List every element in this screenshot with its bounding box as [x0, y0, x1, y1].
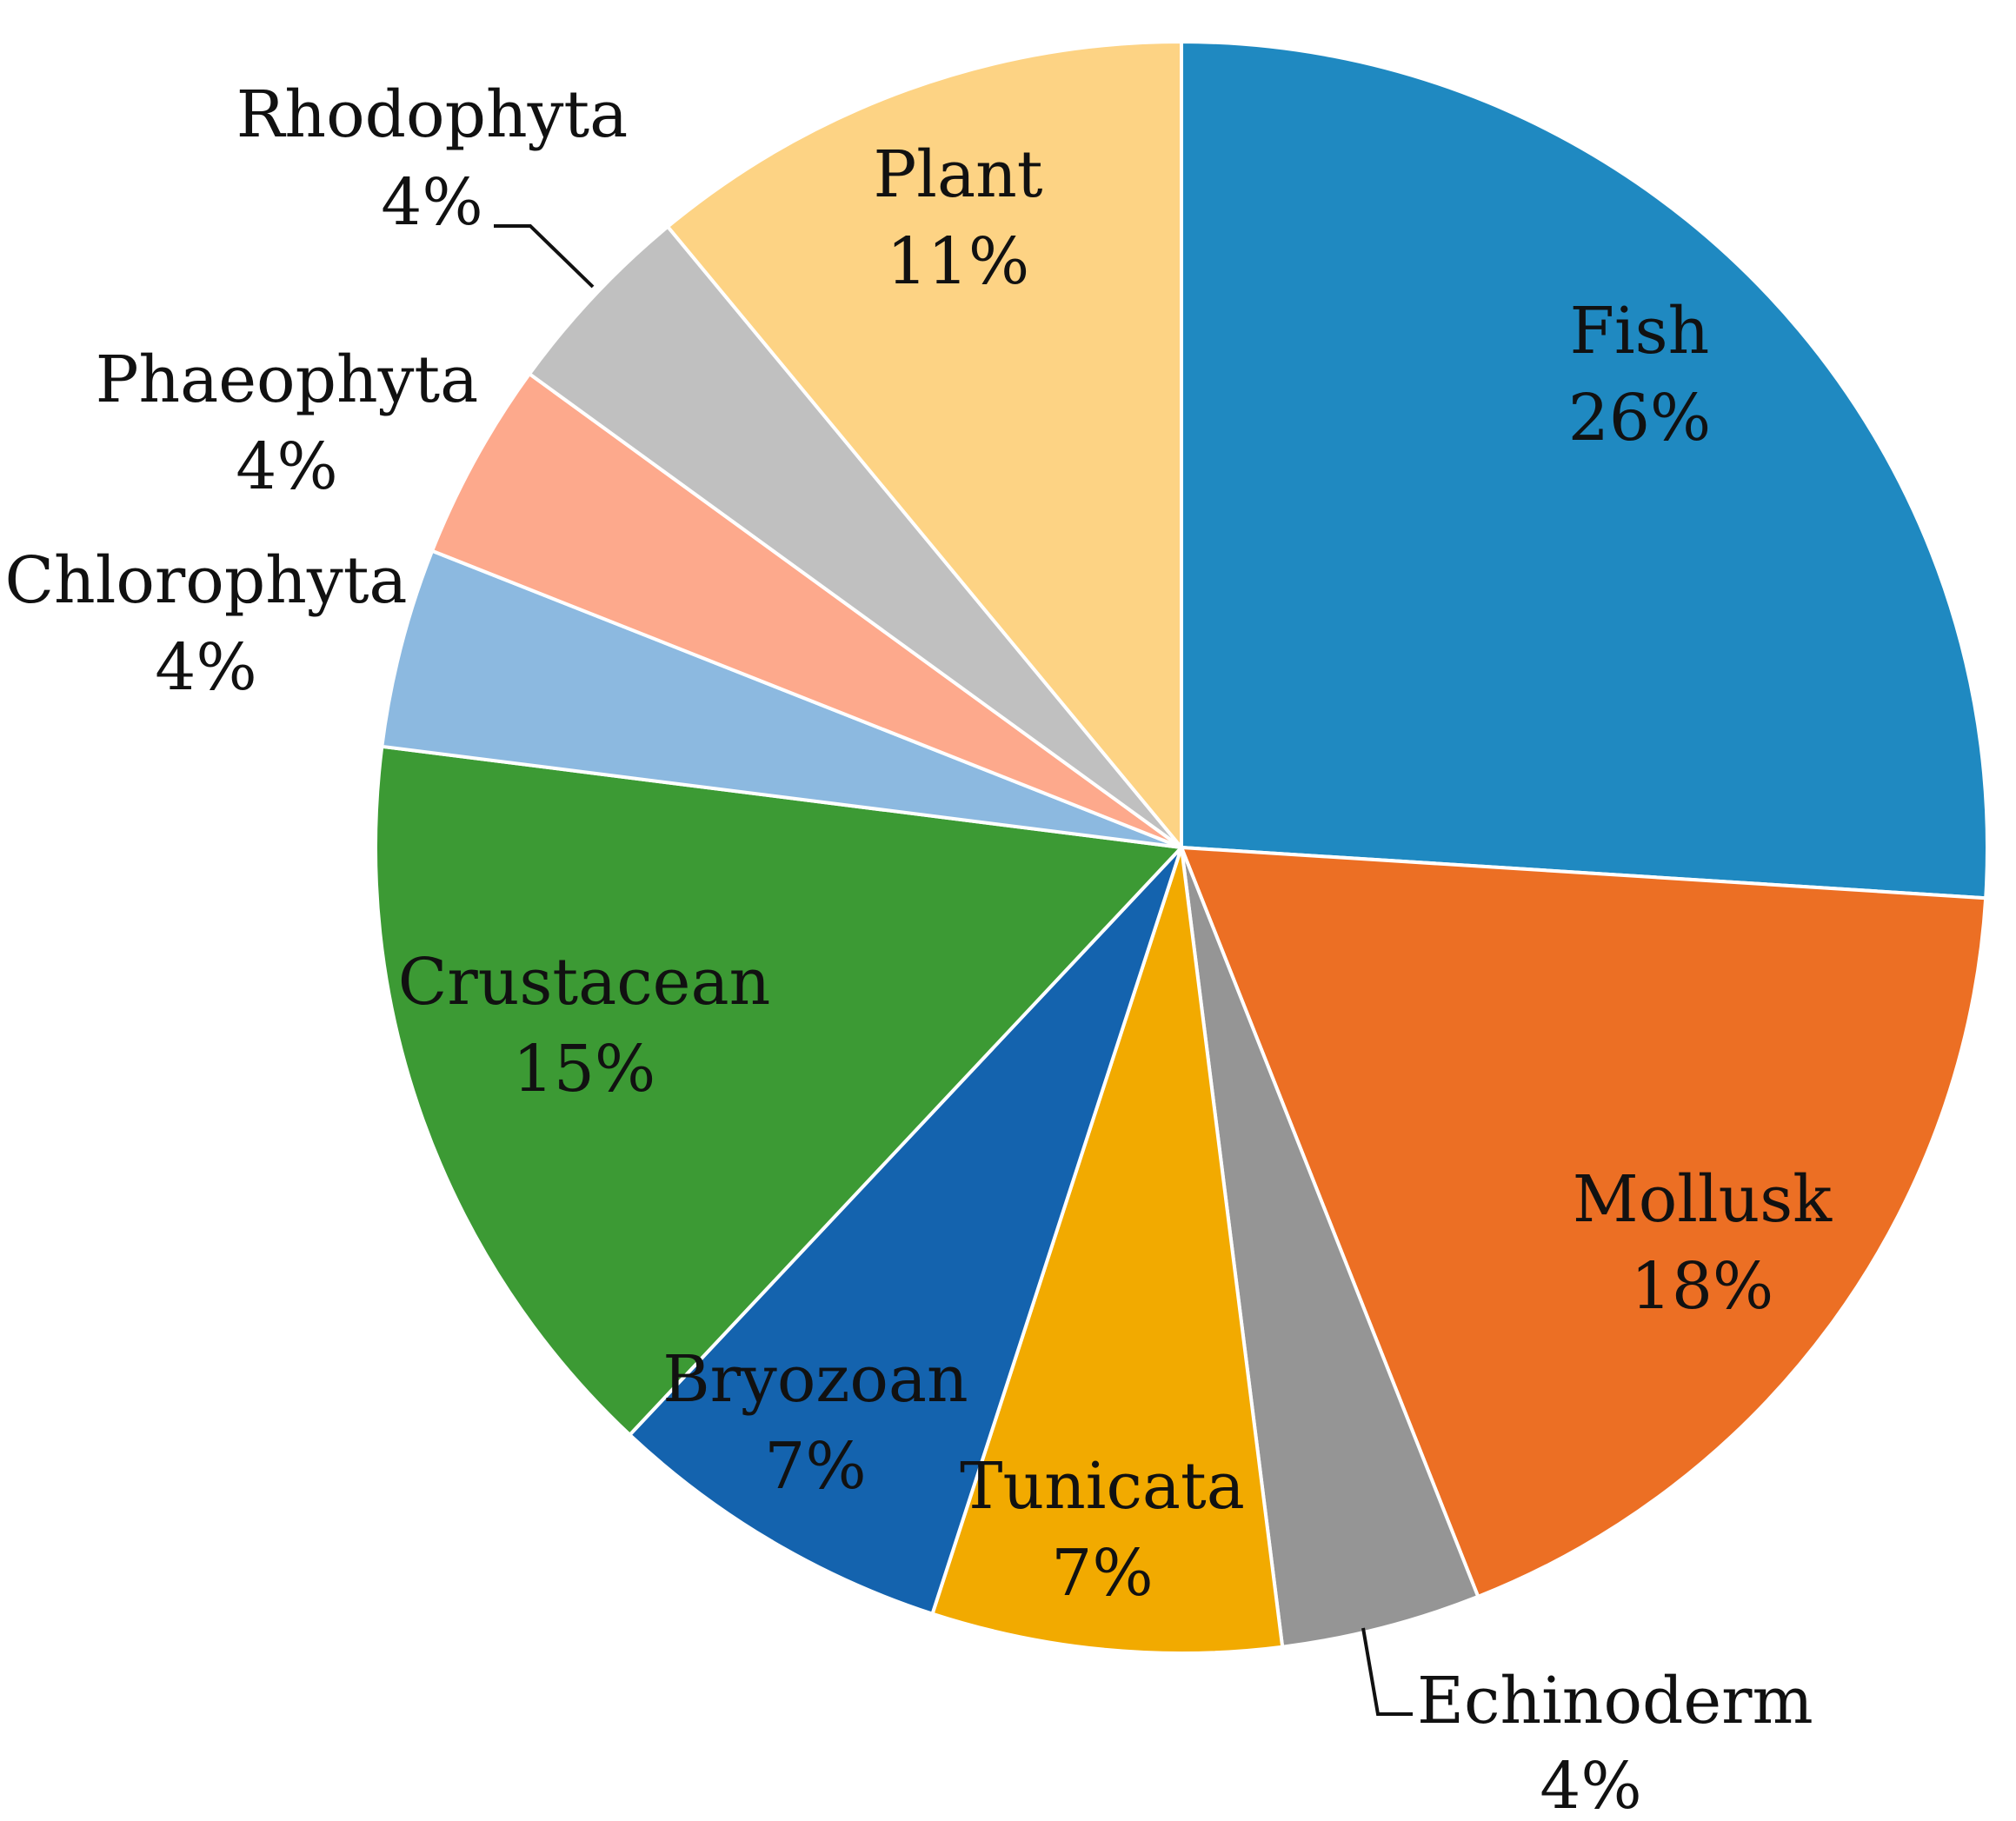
label-crustacean-percent: 15%: [513, 1032, 655, 1107]
label-phaeophyta-percent: 4%: [236, 429, 337, 504]
slice-labels: Fish 26% Mollusk 18% Echinoderm 4% Tunic…: [4, 77, 1833, 1821]
slice-mollusk: [1180, 846, 1988, 1598]
slice-rhodophyta: [528, 224, 1183, 849]
label-crustacean-name: Crustacean: [398, 945, 771, 1020]
label-mollusk-percent: 18%: [1631, 1249, 1773, 1324]
slice-crustacean: [374, 744, 1183, 1437]
label-rhodophyta-name: Rhodophyta: [236, 77, 629, 152]
slice-plant: [666, 40, 1183, 849]
slice-bryozoan: [628, 846, 1183, 1616]
leader-line-rhodophyta: [494, 224, 595, 289]
slice-echinoderm: [1180, 846, 1480, 1649]
slice-chlorophyta: [380, 548, 1183, 849]
label-bryozoan-name: Bryozoan: [662, 1342, 968, 1417]
label-echinoderm-name: Echinoderm: [1417, 1664, 1813, 1738]
leader-line-echinoderm: [1361, 1627, 1413, 1716]
label-rhodophyta-percent: 4%: [381, 165, 482, 240]
pie-slices: [374, 40, 1989, 1655]
slice-tunicata: [930, 846, 1285, 1655]
label-tunicata-name: Tunicata: [960, 1449, 1245, 1524]
label-tunicata-percent: 7%: [1051, 1536, 1153, 1611]
label-echinoderm-percent: 4%: [1540, 1749, 1641, 1821]
label-mollusk-name: Mollusk: [1573, 1162, 1833, 1237]
label-fish-name: Fish: [1570, 294, 1710, 369]
label-chlorophyta-percent: 4%: [155, 630, 256, 705]
slice-fish: [1180, 40, 1989, 901]
label-phaeophyta-name: Phaeophyta: [96, 342, 479, 417]
slice-phaeophyta: [430, 372, 1183, 849]
label-chlorophyta-name: Chlorophyta: [4, 543, 407, 618]
label-bryozoan-percent: 7%: [764, 1429, 866, 1504]
label-fish-percent: 26%: [1568, 381, 1711, 455]
label-plant-name: Plant: [874, 137, 1043, 212]
label-plant-percent: 11%: [887, 224, 1029, 299]
leader-lines: [494, 224, 1413, 1716]
